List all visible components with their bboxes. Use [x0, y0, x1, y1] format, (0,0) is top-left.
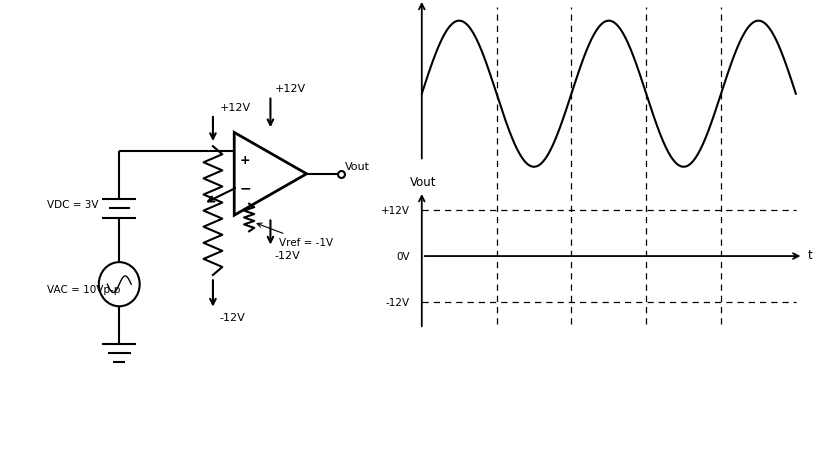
Text: -12V: -12V: [386, 297, 410, 308]
Text: t: t: [808, 249, 812, 262]
Text: VAC = 10Vp-p: VAC = 10Vp-p: [47, 284, 120, 294]
Text: +12V: +12V: [274, 84, 305, 94]
Text: Vout: Vout: [345, 162, 370, 172]
Text: VDC = 3V: VDC = 3V: [47, 199, 98, 209]
Text: Vout: Vout: [410, 176, 437, 189]
Text: +12V: +12V: [381, 206, 410, 216]
Text: −: −: [239, 181, 251, 195]
Text: 0V: 0V: [396, 252, 410, 262]
Text: +12V: +12V: [219, 102, 251, 112]
Text: Vref = -1V: Vref = -1V: [257, 224, 333, 247]
Text: -12V: -12V: [219, 312, 245, 322]
Text: -12V: -12V: [274, 250, 301, 260]
Text: +: +: [240, 154, 250, 167]
